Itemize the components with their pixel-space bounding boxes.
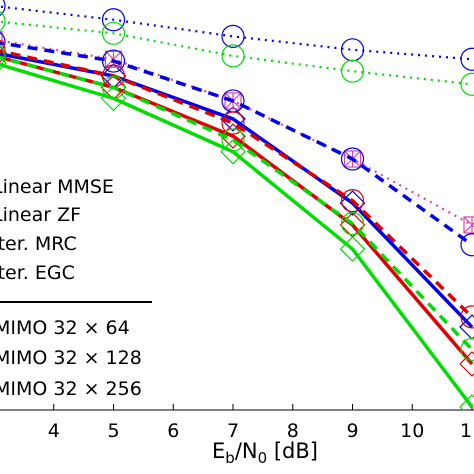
series-linear-zf-mimo-32-128 [0,31,474,234]
x-axis-label: Eb/N0 [dB] [212,439,318,467]
data-point-linear-mmse-mimo-32-256-11 [459,394,474,410]
curves [0,0,474,410]
x-axis-label-e: E [212,439,225,463]
data-point-iter-mrc-mimo-32-64-11 [460,233,474,257]
data-point-iter-mrc-mimo-32-128-11 [460,305,474,329]
data-point-iter-mrc-mimo-32-64-5 [101,49,126,73]
legend-label-mimo-32x64: MIMO 32 × 64 [0,317,130,339]
data-point-linear-zf-mimo-32-256-9 [340,59,365,83]
data-point-linear-zf-mimo-32-64-11 [460,47,474,71]
x-axis-label-n: /N [235,439,258,463]
data-point-iter-mrc-mimo-32-256-7 [221,128,245,152]
data-point-iter-mrc-mimo-32-128-7 [221,111,245,135]
x-tick-label-10: 10 [400,420,424,442]
x-axis-label-sub-b: b [225,449,235,467]
data-point-linear-zf-mimo-32-128-3 [0,31,3,49]
x-tick-label-8: 8 [287,420,299,442]
legend-label-mimo-32x128: MIMO 32 × 128 [0,347,142,369]
x-ticks: 34567891011 [0,404,474,442]
series-linear-zf-mimo-32-64 [0,0,474,71]
legend-label-iter-mrc: Iter. MRC [0,233,77,255]
data-point-linear-zf-mimo-32-256-11 [460,72,474,96]
data-point-linear-mmse-mimo-32-256-9 [339,236,366,262]
series-linear-zf-mimo-32-256 [0,11,474,96]
x-tick-label-7: 7 [227,420,239,442]
data-point-linear-zf-mimo-32-64-3 [0,0,6,16]
x-tick-label-11: 11 [460,420,474,442]
data-point-iter-mrc-mimo-32-128-3 [0,39,6,60]
data-point-iter-mrc-mimo-32-64-3 [0,32,6,52]
data-point-linear-mmse-mimo-32-64-11 [459,314,474,340]
legend-label-mimo-32x256: MIMO 32 × 256 [0,378,142,400]
x-tick-label-9: 9 [346,420,358,442]
data-point-linear-mmse-mimo-32-128-11 [459,351,474,377]
data-point-linear-zf-mimo-32-64-5 [101,8,126,32]
series-line-linear-mmse-mimo-32-64 [0,52,474,329]
x-axis-label-unit: [dB] [267,439,318,463]
series-line-linear-mmse-mimo-32-256 [0,62,474,409]
data-point-iter-mrc-mimo-32-256-9 [340,212,365,236]
legend-label-linear-mmse: Linear MMSE [0,176,114,198]
series-iter-mrc-mimo-32-256 [0,45,474,362]
legend: Linear MMSE Linear ZF Iter. MRC Iter. EG… [0,176,152,400]
data-point-linear-zf-mimo-32-128-11 [463,216,474,234]
data-point-iter-mrc-mimo-32-256-3 [0,45,6,66]
data-point-linear-zf-mimo-32-256-5 [101,21,126,45]
legend-label-iter-egc: Iter. EGC [0,262,75,284]
x-axis-label-sub-0: 0 [258,449,268,467]
data-point-linear-zf-mimo-32-256-7 [221,44,245,68]
data-point-iter-mrc-mimo-32-64-9 [340,147,365,171]
data-point-iter-mrc-mimo-32-128-9 [340,189,365,213]
data-point-linear-mmse-mimo-32-64-9 [339,190,366,216]
x-tick-label-6: 6 [167,420,179,442]
data-point-linear-zf-mimo-32-256-3 [0,11,6,32]
data-point-linear-zf-mimo-32-64-7 [221,24,245,48]
legend-label-linear-zf: Linear ZF [0,204,81,226]
series-line-iter-mrc-mimo-32-64 [0,41,474,247]
series-line-iter-mrc-mimo-32-128 [0,49,474,319]
data-point-iter-mrc-mimo-32-256-5 [101,75,126,100]
data-point-linear-zf-mimo-32-64-9 [340,38,365,62]
x-tick-label-5: 5 [107,420,119,442]
x-tick-label-4: 4 [48,420,60,442]
data-point-iter-mrc-mimo-32-256-11 [460,337,474,362]
series-line-linear-mmse-mimo-32-128 [0,55,474,366]
series-line-iter-mrc-mimo-32-256 [0,55,474,351]
